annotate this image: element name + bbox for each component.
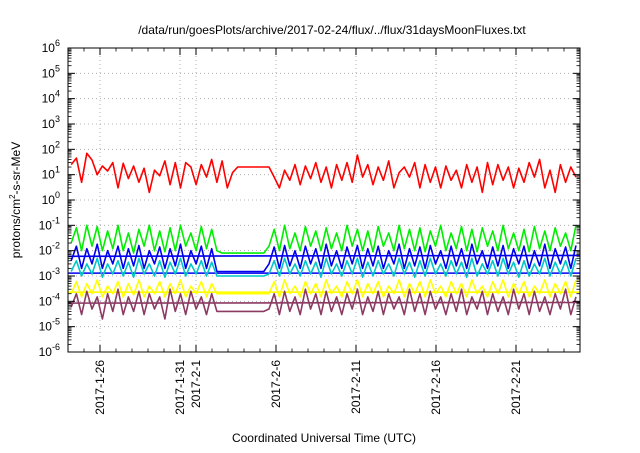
y-tick-label-exponent: 5	[55, 63, 60, 73]
x-tick-label: 2017-1-26	[93, 360, 107, 415]
series-line	[70, 257, 577, 279]
y-tick-label: 10-4	[39, 291, 60, 308]
y-tick-label-base: 10	[39, 345, 53, 359]
x-tick-label: 2017-2-6	[269, 360, 283, 408]
y-tick-label-base: 10	[39, 320, 53, 334]
grid-lines	[68, 48, 580, 352]
y-tick-label-base: 10	[39, 244, 53, 258]
series-line	[70, 224, 577, 254]
y-tick-label-base: 10	[42, 193, 56, 207]
y-tick-label: 100	[42, 190, 60, 207]
y-tick-label-exponent: 2	[55, 139, 60, 149]
y-tick-label-base: 10	[42, 66, 56, 80]
y-tick-label-base: 10	[42, 92, 56, 106]
y-tick-label-exponent: -3	[52, 266, 60, 276]
y-tick-label-exponent: 6	[55, 38, 60, 48]
x-tick-label: 2017-2-11	[349, 360, 363, 414]
x-tick-label: 2017-1-31	[173, 360, 187, 415]
y-tick-label-base: 10	[39, 218, 53, 232]
series-line	[70, 152, 577, 194]
y-tick-label: 10-2	[39, 241, 60, 258]
y-tick-label-base: 10	[42, 168, 56, 182]
y-tick-label-exponent: -4	[52, 291, 60, 301]
y-tick-label: 10-6	[39, 342, 60, 359]
y-tick-label-exponent: 0	[55, 190, 60, 200]
series-line	[70, 288, 577, 320]
y-tick-label: 10-3	[39, 266, 60, 283]
x-axis-label: Coordinated Universal Time (UTC)	[232, 431, 416, 445]
y-tick-label-exponent: -2	[52, 241, 60, 251]
y-tick-label-base: 10	[39, 294, 53, 308]
y-tick-label-base: 10	[42, 41, 56, 55]
y-tick-label: 10-1	[39, 215, 60, 232]
series-layer	[67, 152, 581, 320]
y-tick-label: 102	[42, 139, 60, 156]
y-axis-ticks: 10-610-510-410-310-210-11001011021031041…	[39, 38, 580, 359]
y-tick-label-exponent: 4	[55, 89, 60, 99]
series-line	[70, 243, 577, 273]
x-tick-label: 2017-2-16	[429, 360, 443, 415]
x-tick-label: 2017-2-21	[509, 360, 523, 415]
y-tick-label-base: 10	[42, 117, 56, 131]
y-tick-label: 101	[42, 165, 60, 182]
y-tick-label-base: 10	[39, 269, 53, 283]
y-tick-label-exponent: 3	[55, 114, 60, 124]
y-tick-label: 106	[42, 38, 60, 55]
x-axis-ticks: 2017-1-26 2017-1-31 2017-2-1 2017-2-6 2017-2…	[83, 48, 565, 415]
x-tick-label: 2017-2-1	[189, 360, 203, 408]
y-axis-label-suffix: -s-sr-MeV	[9, 142, 23, 195]
y-tick-label-exponent: 1	[55, 165, 60, 175]
y-axis-label: protons/cm2-s-sr-MeV	[8, 142, 23, 258]
chart-title: /data/run/goesPlots/archive/2017-02-24/f…	[138, 23, 526, 37]
y-axis-label-superscript: 2	[8, 194, 17, 199]
y-tick-label: 10-5	[39, 317, 60, 334]
y-tick-label-base: 10	[42, 142, 56, 156]
series-line	[70, 279, 577, 298]
y-tick-label-exponent: -5	[52, 317, 60, 327]
y-axis-label-text: protons/cm	[9, 199, 23, 258]
y-tick-label-exponent: -1	[52, 215, 60, 225]
y-tick-label: 104	[42, 89, 60, 106]
y-tick-label: 103	[42, 114, 60, 131]
y-tick-label: 105	[42, 63, 60, 80]
y-tick-label-exponent: -6	[52, 342, 60, 352]
